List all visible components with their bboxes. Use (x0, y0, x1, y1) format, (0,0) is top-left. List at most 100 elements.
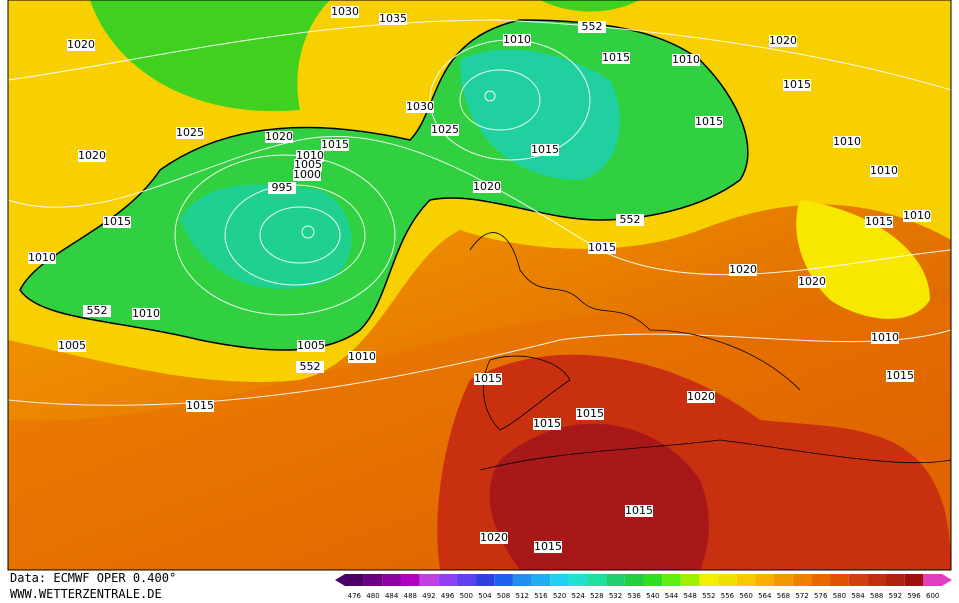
field-yellow-high (796, 200, 930, 319)
isobar-label-bg (186, 400, 214, 412)
isobar-label-bg (406, 101, 434, 113)
isobar-label-bg (729, 264, 757, 276)
scale-label: 596 (907, 592, 921, 600)
isobar-label-bg (268, 182, 296, 194)
isobar-label: 552 (300, 360, 321, 373)
isobar-label: 1010 (503, 33, 531, 46)
isobar-label: 1010 (28, 251, 56, 264)
scale-label: 552 (702, 592, 715, 600)
isobar-label-bg (578, 21, 606, 33)
isobar-label: 1020 (473, 180, 501, 193)
isobar-label-bg (265, 131, 293, 143)
isobar-label: 1020 (798, 275, 826, 288)
isobar-label: 1020 (265, 130, 293, 143)
isobar-label: 1015 (625, 504, 653, 517)
scale-swatch (400, 574, 420, 586)
isobar-label: 1015 (321, 138, 349, 151)
isobar-label-bg (672, 54, 700, 66)
isobar-label: 1010 (672, 53, 700, 66)
isobar-label-bg (348, 351, 376, 363)
isobar-label-bg (695, 116, 723, 128)
scale-swatch (811, 574, 831, 586)
site-text: WWW.WETTERZENTRALE.DE (10, 587, 162, 601)
scale-label: 580 (833, 592, 846, 600)
isobar-label-bg (480, 532, 508, 544)
isobar-label: 1015 (533, 417, 561, 430)
isobar-label-bg (503, 34, 531, 46)
scale-swatch (923, 574, 942, 586)
scale-swatch (438, 574, 457, 586)
scale-swatch (531, 574, 551, 586)
isobar-label-bg (294, 159, 322, 171)
scale-swatch (624, 574, 644, 586)
scale-label: 520 (553, 592, 566, 600)
scale-arrow-left (335, 574, 345, 586)
isobar-label: 1020 (67, 38, 95, 51)
isobar-label: 552 (582, 20, 603, 33)
isobar-label-bg (293, 169, 321, 181)
scale-swatch (904, 574, 924, 586)
isobar-label-bg (865, 216, 893, 228)
scale-swatch (345, 574, 364, 586)
scale-label: 548 (683, 592, 696, 600)
source-text: Data: ECMWF OPER 0.400° (10, 571, 176, 585)
isobar-label-bg (176, 127, 204, 139)
field-darkred (489, 423, 709, 570)
isobar-label: 1015 (602, 51, 630, 64)
map-frame (7, 0, 952, 571)
scale-label: 504 (478, 592, 492, 600)
isobar-label-bg (903, 210, 931, 222)
isobar-label: 995 (272, 181, 293, 194)
field-green-top (540, 0, 640, 12)
isobar-label: 1015 (474, 372, 502, 385)
isobar-label-bg (769, 35, 797, 47)
field-green-north (90, 0, 330, 112)
scale-swatch (718, 574, 737, 586)
scale-swatch (550, 574, 569, 586)
isobars (7, 19, 952, 406)
scale-label: 512 (516, 592, 529, 600)
scale-label: 556 (721, 592, 735, 600)
scale-label: 544 (665, 592, 679, 600)
scale-swatch (494, 574, 513, 586)
isobar-label-bg (473, 181, 501, 193)
isobar-label: 1015 (695, 115, 723, 128)
isobar-label: 1000 (293, 168, 321, 181)
isobar-label: 1015 (865, 215, 893, 228)
isobar-label-bg (625, 505, 653, 517)
scale-label: 484 (385, 592, 399, 600)
isobar-label-bg (783, 79, 811, 91)
scale-label: 588 (870, 592, 883, 600)
isobar-label: 1035 (379, 12, 407, 25)
isobar-label: 1025 (431, 123, 459, 136)
scale-swatch (363, 574, 383, 586)
isobar-label: 1020 (78, 149, 106, 162)
scale-swatch (699, 574, 719, 586)
scale-label: 560 (739, 592, 752, 600)
isobar-label-bg (28, 252, 56, 264)
isobar-label-bg (533, 418, 561, 430)
isobar-label: 1010 (871, 331, 899, 344)
isobar-label: 1005 (297, 339, 325, 352)
isobar-label: 1020 (480, 531, 508, 544)
scale-label: 576 (814, 592, 828, 600)
isobar-label-bg (687, 391, 715, 403)
isobar-label: 1030 (406, 100, 434, 113)
isobar-label: 1010 (870, 164, 898, 177)
scale-label: 564 (758, 592, 772, 600)
scale-label: 508 (497, 592, 510, 600)
scale-label: 600 (926, 592, 939, 600)
isobar-label: 1020 (729, 263, 757, 276)
isobar-label-bg (297, 340, 325, 352)
scale-swatch (736, 574, 756, 586)
isobar-label: 1015 (783, 78, 811, 91)
isobar-label: 552 (620, 213, 641, 226)
scale-label: 540 (646, 592, 659, 600)
scale-label: 524 (572, 592, 586, 600)
isobar-label-bg (474, 373, 502, 385)
scale-swatch (643, 574, 663, 586)
isobar-label-bg (331, 6, 359, 18)
